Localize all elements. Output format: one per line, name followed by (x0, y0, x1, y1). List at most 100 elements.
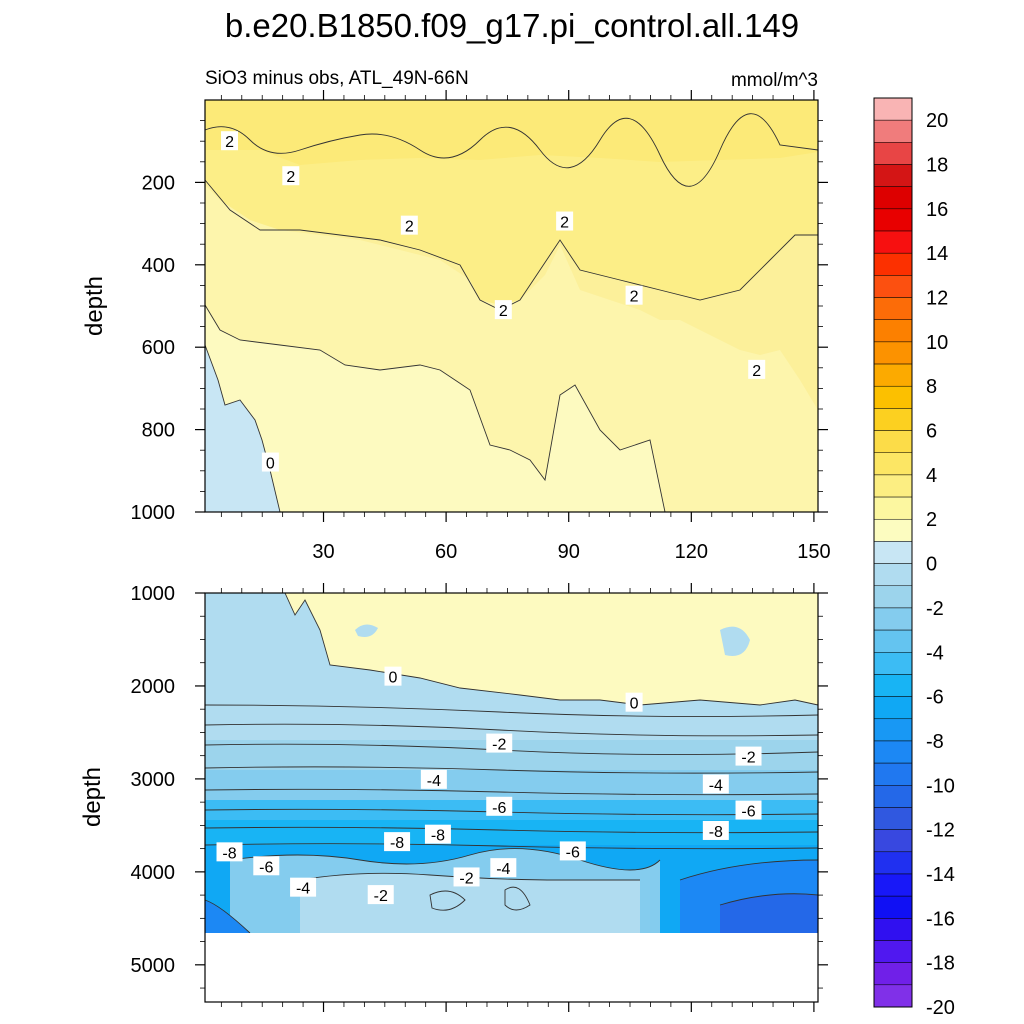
y-tick-label: 4000 (131, 862, 176, 884)
bottom-contour-line (504, 886, 531, 911)
contour-label: -4 (496, 861, 510, 878)
top-contour-line (204, 113, 819, 187)
contour-label: 0 (389, 670, 398, 687)
top-contour-labels: 2 2 2 2 2 2 2 0 (221, 131, 766, 473)
colorbar-label: 14 (926, 243, 948, 265)
contour-label-bg (453, 867, 480, 887)
chart-title: b.e20.B1850.f09_g17.pi_control.all.149 (225, 7, 799, 44)
x-tick-label: 150 (797, 541, 830, 563)
bottom-contour-line (229, 848, 661, 871)
colorbar-label: -20 (926, 997, 955, 1019)
bottom-contour-line (429, 890, 466, 911)
colorbar-label: -14 (926, 864, 955, 886)
colorbar-swatch (873, 541, 913, 564)
bottom-panel: 0 0 -2 -2 -4 -4 -6 -6 -8 -8 -8 -8 -6 -6 -4 -4 -2 -2 1000 2… (79, 583, 828, 1012)
contour-label: -8 (390, 835, 404, 852)
panel-subtitle: SiO3 minus obs, ATL_49N-66N (205, 68, 469, 89)
bottom-contour-line (204, 843, 819, 850)
colorbar-label: 4 (926, 465, 937, 487)
contour-label-bg (702, 774, 729, 794)
contour-label-bg (400, 215, 418, 235)
colorbar-swatch (873, 585, 913, 609)
colorbar-label: 12 (926, 288, 948, 310)
contour-label-bg (625, 692, 643, 712)
colorbar-swatch (873, 696, 913, 720)
colorbar-swatch (873, 940, 913, 963)
top-axes: 30 60 90 120 150 200 400 600 800 1000 (131, 90, 831, 563)
colorbar-swatch (873, 186, 913, 210)
contour-label: 0 (266, 456, 275, 473)
contour-label-bg (216, 842, 243, 862)
colorbar-swatch (873, 230, 913, 254)
colorbar-swatch (873, 341, 913, 365)
contour-label: -8 (431, 828, 445, 845)
contour-label: -4 (296, 881, 310, 898)
bottom-contour-line (204, 899, 251, 934)
colorbar-swatch (873, 984, 913, 1008)
contour-label-bg (556, 211, 574, 231)
colorbar-swatch (873, 385, 913, 409)
x-tick-label: 90 (558, 541, 580, 563)
colorbar-swatch (873, 962, 913, 986)
colorbar-swatch (873, 762, 913, 786)
contour-label-bg (486, 733, 513, 753)
top-fill-1to2 (205, 185, 818, 512)
units-label: mmol/m^3 (731, 70, 818, 91)
colorbar-swatch (873, 674, 913, 697)
colorbar-swatch (873, 652, 913, 675)
x-tick-label: 30 (312, 541, 334, 563)
contour-label-bg (748, 359, 766, 379)
bottom-y-axis-label: depth (79, 767, 106, 827)
colorbar-swatch (873, 208, 913, 232)
colorbar-label: 10 (926, 332, 948, 354)
bottom-contour-line (204, 766, 819, 774)
colorbar-swatch (873, 873, 913, 897)
colorbar-swatch (873, 895, 913, 919)
contour-label-bg (221, 131, 239, 151)
colorbar: 20181614121086420-2-4-6-8-10-12-14-16-18… (873, 97, 955, 1019)
contour-label: 2 (405, 219, 414, 236)
contour-label-bg (290, 877, 317, 897)
contour-label-bg (735, 746, 762, 766)
contour-label-bg (486, 796, 513, 816)
contour-label: -4 (427, 773, 441, 790)
colorbar-swatch (873, 629, 913, 653)
contour-label-bg (494, 300, 512, 320)
contour-label: -6 (259, 859, 273, 876)
contour-label: -8 (709, 824, 723, 841)
top-fill-negative (205, 345, 280, 512)
top-contour-line (204, 304, 666, 513)
contour-label: 2 (499, 303, 508, 320)
colorbar-label: 6 (926, 421, 937, 443)
contour-label-bg (702, 820, 729, 840)
contour-label: -2 (492, 737, 506, 754)
colorbar-swatch (873, 452, 913, 476)
colorbar-swatch (873, 607, 913, 631)
colorbar-swatch (873, 142, 913, 165)
colorbar-label: 18 (926, 155, 948, 177)
colorbar-label: -16 (926, 908, 955, 930)
top-y-axis-label: depth (81, 276, 108, 336)
colorbar-swatch (873, 252, 913, 276)
contour-label-bg (424, 824, 451, 844)
colorbar-swatch (873, 918, 913, 941)
top-panel: 2 2 2 2 2 2 2 0 30 60 90 120 150 200 400 600 800 1000 de… (81, 90, 831, 563)
contour-label: -6 (741, 804, 755, 821)
colorbar-swatch (873, 474, 913, 498)
colorbar-label: -18 (926, 953, 955, 975)
y-tick-label: 400 (142, 255, 175, 277)
colorbar-label: 2 (926, 509, 937, 531)
contour-label-bg (559, 841, 586, 861)
colorbar-label: 16 (926, 199, 948, 221)
y-tick-label: 2000 (131, 676, 176, 698)
colorbar-swatch (873, 785, 913, 808)
colorbar-swatch (873, 363, 913, 387)
y-tick-label: 3000 (131, 769, 176, 791)
colorbar-swatch (873, 119, 913, 143)
colorbar-swatch (873, 496, 913, 520)
colorbar-swatch (873, 297, 913, 320)
contour-label: 2 (225, 134, 234, 151)
colorbar-swatch (873, 275, 913, 298)
y-tick-label: 800 (142, 420, 175, 442)
